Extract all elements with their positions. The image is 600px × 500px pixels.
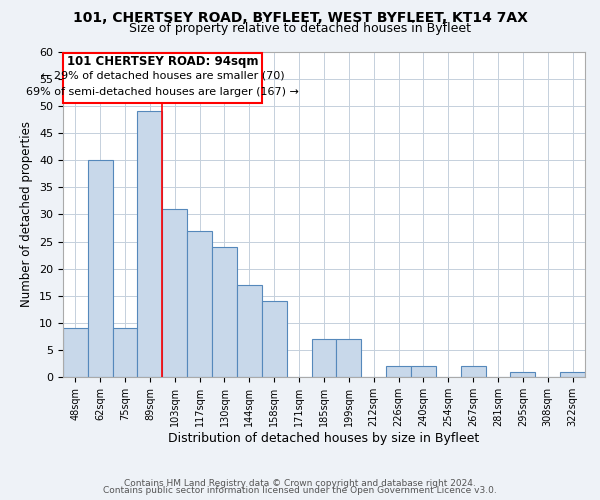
Text: 101, CHERTSEY ROAD, BYFLEET, WEST BYFLEET, KT14 7AX: 101, CHERTSEY ROAD, BYFLEET, WEST BYFLEE…: [73, 11, 527, 25]
Bar: [337, 340, 361, 378]
Bar: [212, 247, 237, 378]
Bar: [461, 366, 485, 378]
Bar: [411, 366, 436, 378]
FancyBboxPatch shape: [64, 52, 262, 103]
Bar: [262, 302, 287, 378]
Bar: [187, 230, 212, 378]
Bar: [386, 366, 411, 378]
Text: Size of property relative to detached houses in Byfleet: Size of property relative to detached ho…: [129, 22, 471, 35]
Bar: [311, 340, 337, 378]
Text: ← 29% of detached houses are smaller (70): ← 29% of detached houses are smaller (70…: [41, 71, 284, 81]
Text: 69% of semi-detached houses are larger (167) →: 69% of semi-detached houses are larger (…: [26, 87, 299, 97]
Y-axis label: Number of detached properties: Number of detached properties: [20, 122, 34, 308]
Bar: [137, 111, 163, 378]
Text: 101 CHERTSEY ROAD: 94sqm: 101 CHERTSEY ROAD: 94sqm: [67, 55, 258, 68]
Bar: [560, 372, 585, 378]
Text: Contains HM Land Registry data © Crown copyright and database right 2024.: Contains HM Land Registry data © Crown c…: [124, 478, 476, 488]
Bar: [63, 328, 88, 378]
Bar: [113, 328, 137, 378]
Text: Contains public sector information licensed under the Open Government Licence v3: Contains public sector information licen…: [103, 486, 497, 495]
Bar: [511, 372, 535, 378]
Bar: [237, 285, 262, 378]
Bar: [163, 209, 187, 378]
Bar: [88, 160, 113, 378]
X-axis label: Distribution of detached houses by size in Byfleet: Distribution of detached houses by size …: [169, 432, 479, 445]
